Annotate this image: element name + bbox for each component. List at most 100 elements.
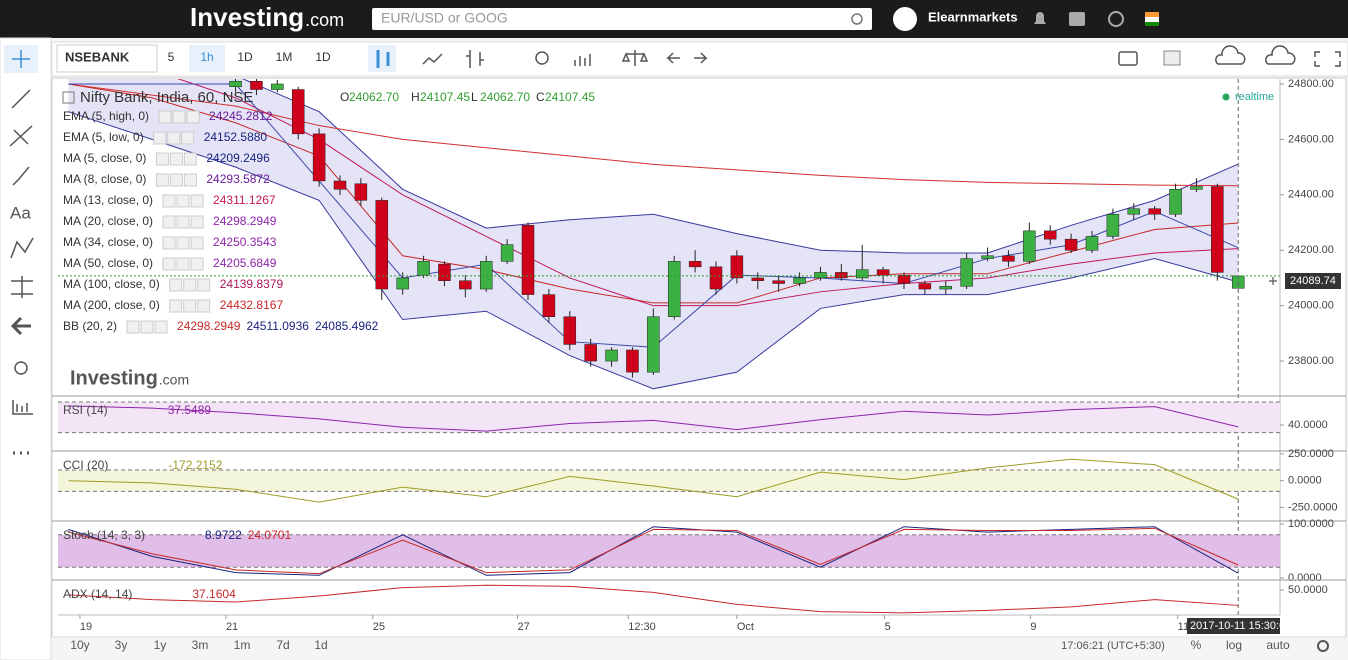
panel-band xyxy=(58,401,1280,433)
candle-type-button[interactable] xyxy=(368,45,396,72)
indicator-name[interactable]: MA (20, close, 0) xyxy=(63,214,153,228)
interval-button[interactable]: 1h xyxy=(200,50,213,64)
indicator-control[interactable] xyxy=(153,131,167,145)
settings-gear[interactable] xyxy=(1317,640,1329,652)
indicator-control[interactable] xyxy=(169,299,183,313)
indicator-tool[interactable] xyxy=(12,400,33,415)
indicator-control[interactable] xyxy=(183,173,197,187)
search-box[interactable] xyxy=(372,8,872,30)
indicator-control[interactable] xyxy=(162,215,176,229)
text-tool[interactable]: Aa xyxy=(10,203,31,222)
indicator-name[interactable]: EMA (5, low, 0) xyxy=(63,130,144,144)
indicator-control[interactable] xyxy=(126,320,140,334)
time-range-button[interactable]: 10y xyxy=(70,638,89,652)
indicator-control[interactable] xyxy=(190,236,204,250)
time-range-button[interactable]: 1d xyxy=(314,638,327,652)
indicator-control[interactable] xyxy=(197,278,211,292)
area-type-button[interactable] xyxy=(422,53,443,65)
scale-option[interactable]: auto xyxy=(1266,638,1290,652)
user-name[interactable]: Elearnmarkets xyxy=(928,9,1018,24)
indicator-name[interactable]: MA (13, close, 0) xyxy=(63,193,153,207)
indicator-control[interactable] xyxy=(162,257,176,271)
indicator-control[interactable] xyxy=(169,173,183,187)
indicator-name[interactable]: MA (200, close, 0) xyxy=(63,298,160,312)
panel-label[interactable]: RSI (14) xyxy=(63,403,108,417)
time-range-button[interactable]: 1m xyxy=(234,638,251,652)
indicator-control[interactable] xyxy=(190,257,204,271)
indicator-control[interactable] xyxy=(158,110,172,124)
indicator-control[interactable] xyxy=(154,320,168,334)
fib-tool[interactable] xyxy=(9,125,33,147)
indicator-name[interactable]: MA (34, close, 0) xyxy=(63,235,153,249)
measure-tool[interactable] xyxy=(11,276,33,298)
indicator-control[interactable] xyxy=(169,152,183,166)
indicators-button[interactable] xyxy=(574,54,591,66)
fullscreen-button[interactable] xyxy=(1314,51,1341,67)
search-icon[interactable] xyxy=(851,13,863,25)
interval-button[interactable]: 1M xyxy=(276,50,293,64)
indicator-control[interactable] xyxy=(172,110,186,124)
brush-tool[interactable] xyxy=(12,166,30,186)
cloud-load-button[interactable] xyxy=(1215,45,1246,65)
clock-icon[interactable] xyxy=(1108,11,1124,27)
indicator-control[interactable] xyxy=(176,236,190,250)
indicator-name[interactable]: MA (8, close, 0) xyxy=(63,172,146,186)
panel-label[interactable]: ADX (14, 14) xyxy=(63,587,132,601)
scale-option[interactable]: % xyxy=(1191,638,1202,652)
redo-button[interactable] xyxy=(694,52,708,64)
portfolio-icon[interactable] xyxy=(1069,12,1085,26)
search-placeholder[interactable]: EUR/USD or GOOG xyxy=(381,10,508,26)
settings-button[interactable] xyxy=(535,51,549,65)
indicator-name[interactable]: MA (50, close, 0) xyxy=(63,256,153,270)
avatar[interactable] xyxy=(893,7,917,31)
interval-button[interactable]: 1D xyxy=(237,50,253,64)
indicator-control[interactable] xyxy=(155,173,169,187)
interval-button[interactable]: 1D xyxy=(315,50,331,64)
interval-active[interactable] xyxy=(189,45,225,72)
indicator-name[interactable]: MA (100, close, 0) xyxy=(63,277,160,291)
indicator-control[interactable] xyxy=(176,257,190,271)
interval-button[interactable]: 5 xyxy=(168,50,175,64)
bell-icon[interactable] xyxy=(1034,12,1046,24)
cloud-save-button[interactable] xyxy=(1265,45,1296,65)
undo-button[interactable] xyxy=(666,52,680,64)
indicator-control[interactable] xyxy=(181,131,195,145)
pattern-tool[interactable] xyxy=(10,237,34,259)
zoom-tool[interactable] xyxy=(14,361,28,375)
indicator-control[interactable] xyxy=(162,194,176,208)
panel-label[interactable]: CCI (20) xyxy=(63,458,108,472)
trend-line-tool[interactable] xyxy=(11,89,31,109)
indicator-control[interactable] xyxy=(176,215,190,229)
color-button[interactable] xyxy=(1163,50,1181,66)
indicator-control[interactable] xyxy=(197,299,211,313)
snapshot-button[interactable] xyxy=(1118,51,1138,66)
legend-toggle[interactable] xyxy=(62,91,75,104)
indicator-name[interactable]: MA (5, close, 0) xyxy=(63,151,146,165)
indicator-control[interactable] xyxy=(183,152,197,166)
flag-icon[interactable] xyxy=(1145,12,1159,17)
indicator-control[interactable] xyxy=(155,152,169,166)
indicator-control[interactable] xyxy=(169,278,183,292)
time-range-button[interactable]: 3m xyxy=(192,638,209,652)
indicator-control[interactable] xyxy=(162,236,176,250)
indicator-control[interactable] xyxy=(190,215,204,229)
indicator-control[interactable] xyxy=(176,194,190,208)
symbol[interactable]: NSEBANK xyxy=(65,49,130,64)
indicator-control[interactable] xyxy=(183,278,197,292)
indicator-name[interactable]: BB (20, 2) xyxy=(63,319,117,333)
indicator-control[interactable] xyxy=(190,194,204,208)
indicator-control[interactable] xyxy=(167,131,181,145)
indicator-control[interactable] xyxy=(186,110,200,124)
scale-option[interactable]: log xyxy=(1226,638,1242,652)
time-range-button[interactable]: 3y xyxy=(115,638,128,652)
indicator-control[interactable] xyxy=(183,299,197,313)
panel-label[interactable]: Stoch (14, 3, 3) xyxy=(63,528,145,542)
bars-type-button[interactable] xyxy=(466,50,484,68)
symbol-box[interactable] xyxy=(56,44,158,73)
time-range-button[interactable]: 7d xyxy=(276,638,289,652)
time-range-button[interactable]: 1y xyxy=(154,638,167,652)
indicator-name[interactable]: EMA (5, high, 0) xyxy=(63,109,149,123)
compare-button[interactable] xyxy=(621,50,649,66)
indicator-control[interactable] xyxy=(140,320,154,334)
back-tool[interactable] xyxy=(10,316,31,336)
